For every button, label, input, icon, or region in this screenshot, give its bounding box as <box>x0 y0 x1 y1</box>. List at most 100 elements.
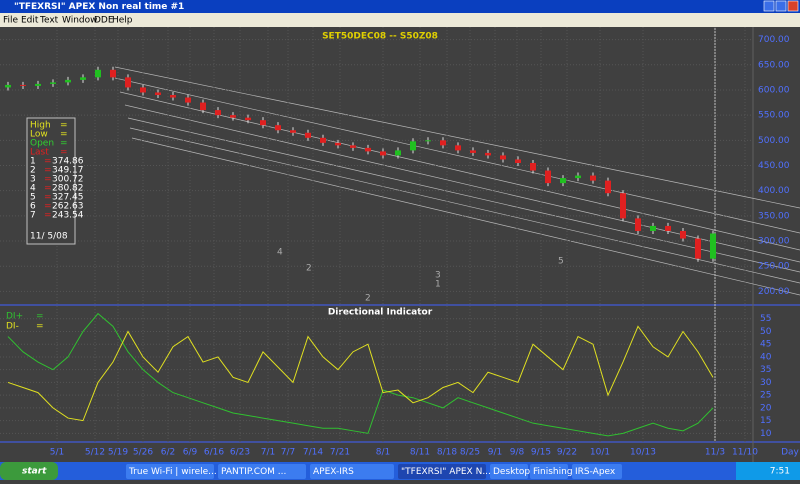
x-tick-label: 5/12 <box>85 448 105 458</box>
taskbar-label: Desktop <box>493 467 530 477</box>
level-number: 6 <box>30 202 36 212</box>
candle-body <box>260 120 266 126</box>
x-tick-label: 9/22 <box>557 448 577 458</box>
candle-body <box>275 125 281 131</box>
candle-body <box>620 193 626 219</box>
y-tick-label: 15 <box>760 416 771 426</box>
menu-item[interactable]: Text <box>39 16 59 26</box>
x-tick-label: 6/2 <box>161 448 175 458</box>
window-title: "TFEXRSI" APEX Non real time #1 <box>14 2 184 12</box>
info-box <box>26 117 76 245</box>
menu-item[interactable]: Edit <box>21 16 39 26</box>
candle-body <box>65 79 71 83</box>
level-value: 374.86 <box>52 157 84 167</box>
info-eq: = <box>60 139 68 149</box>
info-label: Last <box>30 148 49 158</box>
x-tick-label: 6/23 <box>230 448 250 458</box>
y-tick-label: 300.00 <box>758 237 790 247</box>
candle-body <box>470 150 476 153</box>
candle-body <box>590 175 596 181</box>
x-tick-label: 10/1 <box>590 448 610 458</box>
minimize-button[interactable] <box>763 0 775 12</box>
menu-item[interactable]: File <box>3 16 19 26</box>
y-tick-label: 250.00 <box>758 262 790 272</box>
x-tick-label: 9/1 <box>488 448 502 458</box>
info-label: High <box>30 121 51 131</box>
di-line <box>7 312 714 437</box>
y-tick-label: 200.00 <box>758 287 790 297</box>
level-eq: = <box>44 157 52 167</box>
candle-body <box>695 238 701 259</box>
y-tick-label: 650.00 <box>758 60 790 70</box>
maximize-button[interactable] <box>775 0 787 12</box>
candle-body <box>245 117 251 121</box>
y-tick-label: 700.00 <box>758 35 790 45</box>
level-number: 5 <box>30 193 36 203</box>
taskbar-button[interactable] <box>218 464 306 479</box>
x-tick-label: 8/25 <box>460 448 480 458</box>
candle-body <box>305 132 311 138</box>
legend-label: DI+ <box>6 312 23 322</box>
menu-item[interactable]: DDE <box>94 16 114 26</box>
x-tick-label: 7/21 <box>330 448 350 458</box>
candle-body <box>545 170 551 184</box>
candle-body <box>350 145 356 148</box>
wave-label: 4 <box>277 248 283 258</box>
candle-body <box>710 233 716 259</box>
level-eq: = <box>44 175 52 185</box>
taskbar-button[interactable] <box>490 464 528 479</box>
candle-body <box>110 69 116 78</box>
taskbar-button[interactable] <box>530 464 568 479</box>
level-number: 7 <box>30 211 36 221</box>
y-tick-label: 50 <box>760 327 772 337</box>
x-tick-label: 9/8 <box>510 448 525 458</box>
candle-body <box>140 87 146 93</box>
x-tick-label: 5/26 <box>133 448 153 458</box>
candle-body <box>395 150 401 156</box>
candle-body <box>365 147 371 152</box>
x-tick-label: 7/14 <box>303 448 323 458</box>
y-tick-label: 55 <box>760 314 771 324</box>
level-eq: = <box>44 166 52 176</box>
candle-body <box>500 155 506 160</box>
info-label: Open <box>30 139 54 149</box>
channel-line <box>129 127 800 284</box>
level-value: 327.45 <box>52 193 84 203</box>
candle-body <box>680 230 686 239</box>
menu-item[interactable]: Help <box>112 16 133 26</box>
menu-item[interactable]: Window <box>62 16 98 26</box>
candle-body <box>290 130 296 133</box>
level-number: 4 <box>30 184 36 194</box>
info-eq: = <box>60 121 68 131</box>
wave-label: 3 <box>435 271 441 281</box>
taskbar-label: PANTIP.COM ... <box>221 467 286 477</box>
channel-line <box>131 137 800 296</box>
close-button[interactable] <box>787 0 799 12</box>
start-label: start <box>22 467 47 477</box>
taskbar-label: True Wi-Fi | wirele... <box>128 467 217 477</box>
taskbar-label: IRS-Apex <box>575 467 616 477</box>
taskbar-button[interactable] <box>572 464 622 479</box>
x-tick-label: 8/1 <box>376 448 390 458</box>
level-value: 243.54 <box>52 211 84 221</box>
wave-label: 5 <box>558 257 564 267</box>
start-button[interactable] <box>0 462 58 480</box>
candle-body <box>380 151 386 156</box>
taskbar-button[interactable] <box>398 464 486 479</box>
indicator-title: Directional Indicator <box>328 308 433 318</box>
candle-body <box>515 159 521 163</box>
candle-body <box>50 82 56 84</box>
wave-label: 2 <box>365 294 371 304</box>
candle-body <box>230 115 236 118</box>
candle-body <box>185 97 191 103</box>
legend-eq: = <box>36 322 44 332</box>
taskbar-label: APEX-IRS <box>313 467 354 477</box>
candle-body <box>560 178 566 184</box>
level-value: 280.82 <box>52 184 84 194</box>
candle-body <box>320 137 326 143</box>
candle-body <box>575 175 581 179</box>
taskbar-button[interactable] <box>126 464 214 479</box>
x-tick-label: 6/9 <box>183 448 198 458</box>
candle-body <box>5 84 11 88</box>
taskbar-button[interactable] <box>310 464 394 479</box>
